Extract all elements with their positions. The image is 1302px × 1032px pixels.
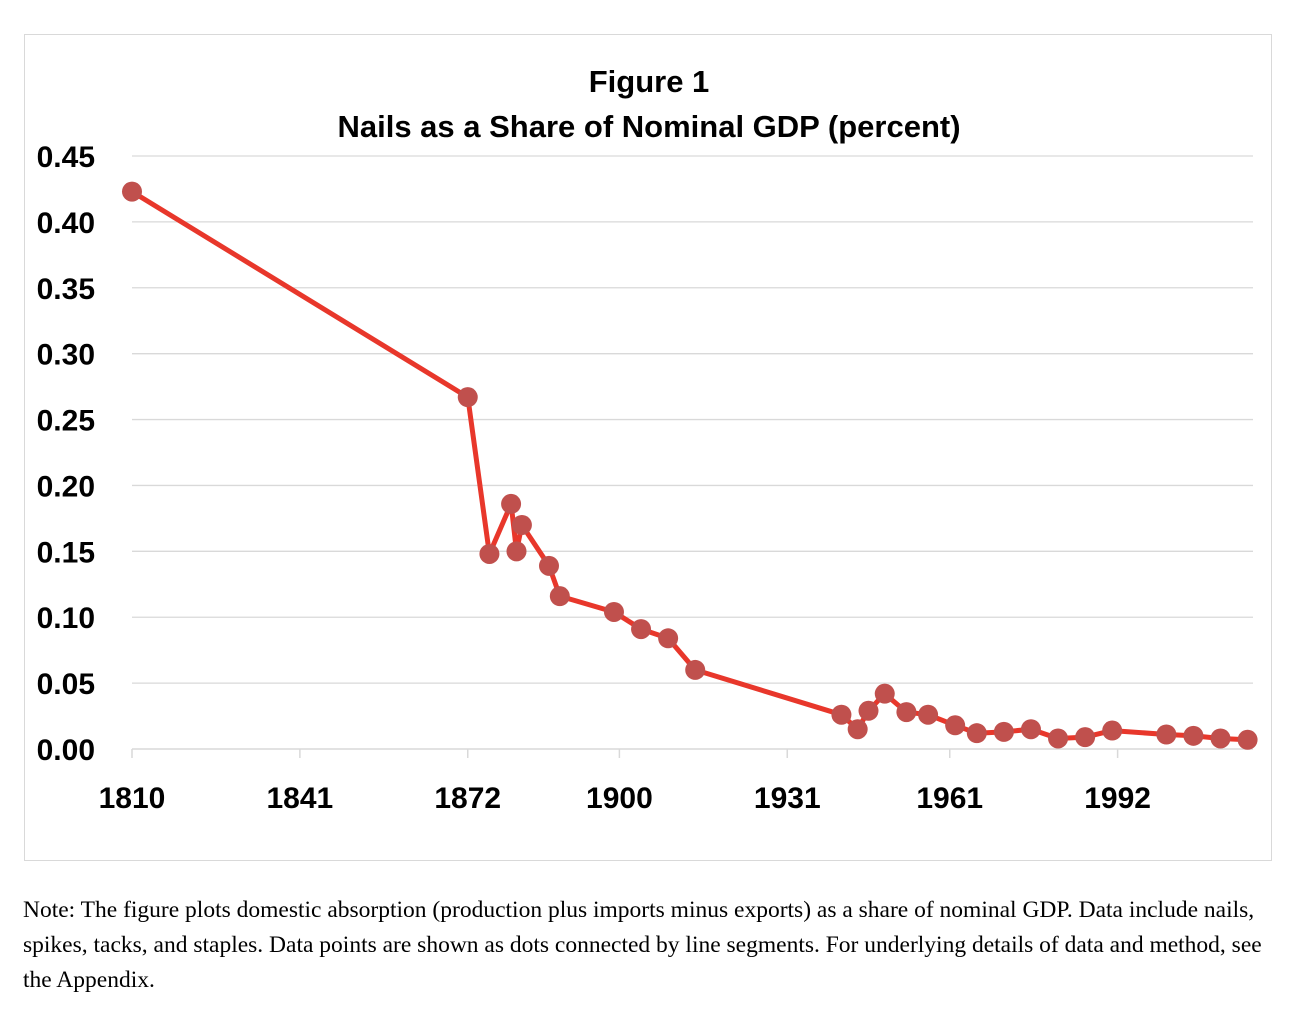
data-point	[1020, 719, 1041, 740]
x-tick-label: 1992	[1084, 782, 1151, 815]
series-line-group	[129, 189, 1251, 743]
x-tick-label: 1810	[99, 782, 166, 815]
y-tick-label: 0.15	[37, 536, 95, 569]
x-tick-label: 1961	[916, 782, 983, 815]
y-tick-label: 0.40	[37, 207, 95, 240]
line-chart: Figure 1 Nails as a Share of Nominal GDP…	[37, 64, 1258, 815]
data-point	[685, 659, 706, 680]
x-axis-ticks: 1810 1841 1872 1900 1931 1961 1992	[99, 782, 1151, 815]
x-tick-label: 1931	[754, 782, 821, 815]
x-tick-label: 1841	[267, 782, 334, 815]
data-point	[479, 543, 500, 564]
y-tick-label: 0.45	[37, 141, 95, 174]
y-tick-label: 0.10	[37, 602, 95, 635]
data-point	[847, 719, 868, 740]
data-point	[858, 700, 879, 721]
data-point	[896, 702, 917, 723]
x-tick-label: 1872	[434, 782, 501, 815]
y-tick-label: 0.30	[37, 339, 95, 372]
data-point	[918, 704, 939, 725]
y-tick-label: 0.35	[37, 273, 95, 306]
data-point	[457, 387, 478, 408]
data-point	[122, 181, 142, 202]
figure-note: Note: The figure plots domestic absorpti…	[23, 897, 1262, 993]
data-point	[1075, 727, 1096, 748]
data-point	[1102, 720, 1123, 741]
x-axis	[131, 748, 1253, 758]
x-tick-label: 1900	[586, 782, 653, 815]
data-point	[1156, 724, 1177, 745]
data-point	[1237, 729, 1258, 750]
series-line	[129, 189, 1251, 743]
chart-title: Figure 1	[589, 64, 710, 99]
y-tick-label: 0.05	[37, 668, 95, 701]
data-point	[511, 514, 532, 535]
data-point	[966, 723, 987, 744]
chart-subtitle: Nails as a Share of Nominal GDP (percent…	[337, 109, 960, 144]
data-point	[1048, 728, 1069, 749]
data-point	[506, 541, 527, 562]
data-point	[874, 683, 895, 704]
data-point	[549, 586, 570, 607]
gridlines	[132, 155, 1253, 684]
data-points	[122, 181, 1258, 750]
y-tick-label: 0.20	[37, 470, 95, 503]
data-point	[501, 493, 522, 514]
y-tick-label: 0.00	[37, 734, 95, 767]
y-axis-ticks: 0.00 0.05 0.10 0.15 0.20 0.25 0.30 0.35 0.40 0.45	[37, 141, 95, 767]
data-point	[1210, 728, 1231, 749]
data-point	[538, 555, 559, 576]
data-point	[993, 721, 1014, 742]
data-point	[658, 628, 679, 649]
y-tick-label: 0.25	[37, 405, 95, 438]
data-point	[1183, 725, 1204, 746]
data-point	[831, 704, 852, 725]
data-point	[631, 619, 652, 640]
chart-container: Figure 1 Nails as a Share of Nominal GDP…	[24, 34, 1272, 861]
data-point	[603, 601, 624, 622]
data-point	[945, 715, 966, 736]
